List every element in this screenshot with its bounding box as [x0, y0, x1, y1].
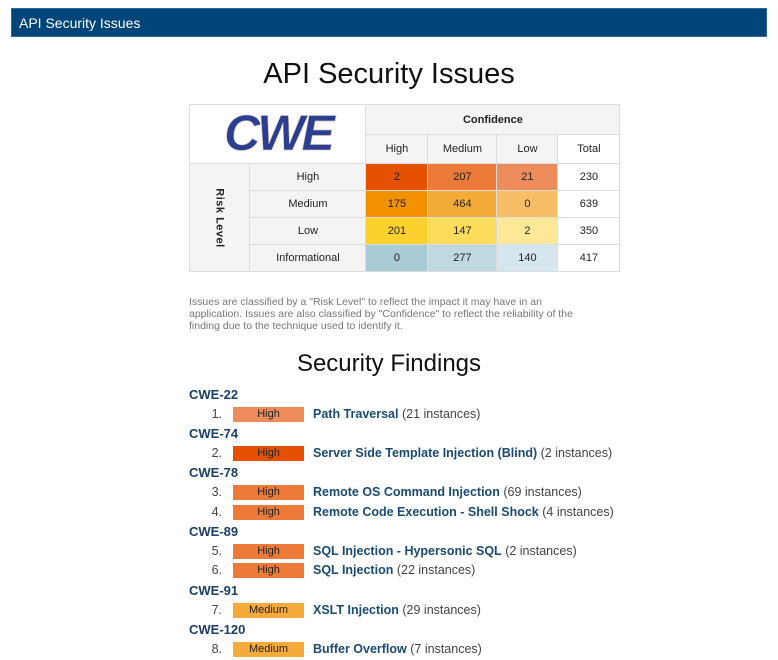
risk-level-side-header: Risk Level [188, 163, 251, 272]
finding-number: 7. [211, 602, 222, 617]
risk-badge: High [233, 504, 304, 520]
risk-confidence-matrix: CWE CWE Confidence High Medium Low Total… [188, 104, 621, 272]
finding-number: 2. [211, 445, 222, 460]
finding-number: 6. [211, 563, 222, 578]
cwe-logo: CWE CWE [224, 104, 340, 161]
findings-list: CWE-22 1. High Path Traversal (21 instan… [189, 385, 689, 659]
finding-number: 5. [211, 543, 222, 558]
col-header-low: Low [496, 134, 559, 164]
finding-item: 5. High SQL Injection - Hypersonic SQL (… [189, 542, 689, 562]
instance-count: (21 instances) [401, 406, 481, 421]
cwe-group-heading: CWE-91 [189, 582, 239, 598]
finding-item: 8. Medium Buffer Overflow (7 instances) [189, 640, 689, 660]
risk-badge: High [233, 484, 304, 500]
cwe-group-heading: CWE-78 [189, 465, 239, 481]
cell-high-total: 230 [557, 163, 621, 191]
cwe-group-heading: CWE-22 [189, 387, 239, 402]
finding-link[interactable]: XSLT Injection [313, 602, 399, 617]
finding-item: 2. High Server Side Template Injection (… [189, 444, 689, 464]
col-header-high: High [365, 134, 429, 164]
row-label-informational: Informational [249, 244, 367, 272]
finding-number: 1. [211, 406, 222, 421]
finding-item: 4. High Remote Code Execution - Shell Sh… [189, 503, 689, 523]
cwe-logo-cell: CWE CWE [188, 104, 367, 164]
cell-low-high: 201 [365, 217, 429, 245]
risk-badge: High [233, 406, 304, 422]
cell-medium-high: 175 [365, 190, 429, 218]
svg-text:CWE: CWE [224, 106, 336, 160]
finding-number: 4. [211, 504, 222, 519]
cwe-group-heading: CWE-74 [189, 426, 239, 442]
cell-info-low: 140 [496, 244, 559, 272]
finding-link[interactable]: Remote Code Execution - Shell Shock [313, 504, 539, 519]
cwe-group-heading: CWE-120 [189, 622, 246, 638]
cell-low-total: 350 [557, 217, 621, 245]
finding-number: 8. [211, 641, 222, 656]
cell-info-medium: 277 [427, 244, 498, 272]
instance-count: (22 instances) [396, 563, 476, 578]
instance-count: (29 instances) [402, 602, 481, 617]
risk-level-label: Risk Level [213, 187, 226, 248]
finding-item: 6. High SQL Injection (22 instances) [189, 561, 689, 581]
finding-link[interactable]: SQL Injection [313, 563, 394, 578]
risk-badge: High [233, 445, 304, 461]
finding-link[interactable]: Server Side Template Injection (Blind) [313, 445, 538, 460]
instance-count: (2 instances) [505, 543, 577, 558]
confidence-header: Confidence [365, 104, 621, 135]
col-header-medium: Medium [427, 134, 498, 164]
cell-high-high: 2 [365, 163, 429, 191]
finding-link[interactable]: Path Traversal [313, 406, 399, 421]
cell-medium-medium: 464 [427, 190, 498, 218]
row-label-low: Low [249, 217, 367, 245]
row-label-medium: Medium [249, 190, 367, 218]
finding-item: 1. High Path Traversal (21 instances) [189, 405, 689, 425]
cwe-group-heading: CWE-89 [189, 524, 239, 540]
finding-number: 3. [211, 484, 222, 499]
svg-text:CWE: CWE [224, 106, 336, 160]
page-title: API Security Issues [263, 58, 515, 90]
risk-badge: Medium [233, 641, 304, 657]
top-header-bar: API Security Issues [11, 8, 767, 37]
finding-item: 7. Medium XSLT Injection (29 instances) [189, 601, 689, 621]
security-findings-title: Security Findings [296, 350, 482, 377]
header-title: API Security Issues [19, 15, 141, 31]
risk-badge: Medium [233, 602, 304, 618]
instance-count: (2 instances) [540, 445, 613, 460]
cell-low-low: 2 [496, 217, 559, 245]
cell-info-high: 0 [365, 244, 429, 272]
instance-count: (7 instances) [410, 641, 482, 656]
cell-low-medium: 147 [427, 217, 498, 245]
cell-info-total: 417 [557, 244, 621, 272]
cell-high-medium: 207 [427, 163, 498, 191]
finding-link[interactable]: Buffer Overflow [313, 641, 407, 656]
finding-item: 3. High Remote OS Command Injection (69 … [189, 483, 689, 503]
classification-note: Issues are classified by a "Risk Level" … [189, 296, 573, 332]
risk-badge: High [233, 543, 304, 559]
finding-link[interactable]: SQL Injection - Hypersonic SQL [313, 543, 502, 558]
col-header-total: Total [557, 134, 621, 164]
cell-medium-low: 0 [496, 190, 559, 218]
instance-count: (4 instances) [542, 504, 614, 519]
finding-link[interactable]: Remote OS Command Injection [313, 484, 500, 499]
row-label-high: High [249, 163, 367, 191]
risk-badge: High [233, 563, 304, 579]
cell-medium-total: 639 [557, 190, 621, 218]
cell-high-low: 21 [496, 163, 559, 191]
instance-count: (69 instances) [503, 484, 582, 499]
